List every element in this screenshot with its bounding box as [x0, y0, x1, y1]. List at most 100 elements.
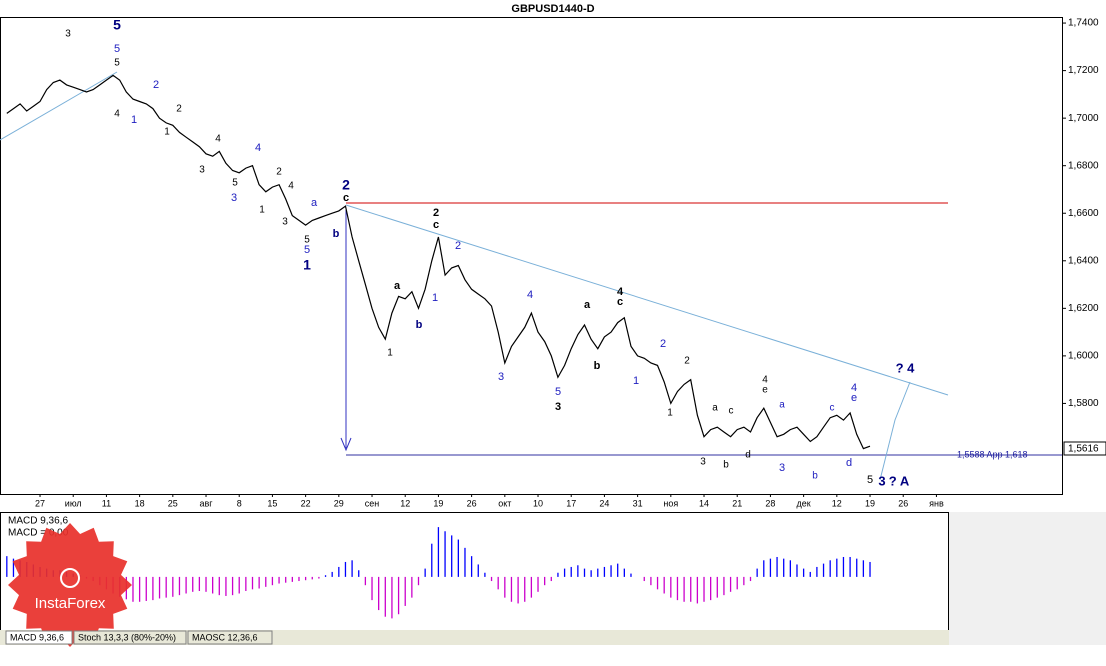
last-price-label: 1,5616	[1068, 444, 1099, 455]
price-frame	[0, 17, 1063, 495]
wave-label: 2	[176, 104, 182, 115]
wave-label: 2	[433, 207, 439, 219]
wave-label: a	[779, 400, 785, 411]
chart-title: GBPUSD1440-D	[511, 3, 594, 15]
wave-label: 3	[878, 473, 885, 488]
price-line	[6, 74, 871, 450]
wave-label: c	[343, 192, 349, 204]
y-tick-label: 1,6000	[1068, 351, 1099, 362]
projection-line	[879, 381, 911, 481]
x-tick-label: 25	[168, 498, 178, 508]
wave-label: a	[311, 197, 318, 209]
wave-label: 3	[65, 29, 71, 40]
x-tick-label: авг	[199, 498, 213, 508]
wave-label: 2	[455, 240, 461, 252]
wave-label: 5	[304, 244, 310, 256]
y-tick-label: 1,7200	[1068, 65, 1099, 76]
wave-label: d	[846, 457, 852, 469]
tab[interactable]	[73, 630, 187, 645]
wave-label: 3	[555, 401, 561, 413]
wave-label: 4	[851, 382, 857, 394]
tab-label[interactable]: MACD 9,36,6	[10, 632, 64, 642]
arrow-head	[340, 437, 352, 452]
wave-label: 2	[684, 356, 690, 367]
x-tick-label: 27	[35, 498, 45, 508]
x-tick-label: 22	[301, 498, 311, 508]
y-tick-label: 1,7400	[1068, 18, 1099, 29]
wave-label: 4	[255, 142, 261, 154]
x-tick-label: 8	[237, 498, 242, 508]
blank-area	[949, 512, 1106, 645]
wave-label: 3	[779, 462, 785, 474]
x-tick-label: 28	[765, 498, 775, 508]
x-tick-label: дек	[797, 498, 811, 508]
x-tick-label: 26	[898, 498, 908, 508]
wave-label: c	[433, 219, 439, 231]
last-price-box	[1063, 441, 1106, 456]
wave-label: 1	[259, 205, 265, 216]
x-tick-label: 19	[865, 498, 875, 508]
wave-label: 1	[633, 375, 639, 387]
y-tick-label: 1,5800	[1068, 398, 1099, 409]
y-tick-label: 1,6400	[1068, 255, 1099, 266]
x-tick-label: 12	[400, 498, 410, 508]
wave-label: 1	[303, 257, 311, 273]
wave-label: 1	[667, 408, 673, 419]
x-tick-label: 26	[467, 498, 477, 508]
wave-label: 3	[231, 192, 237, 204]
wave-label: 5	[304, 235, 310, 246]
wave-label: b	[594, 360, 601, 372]
wave-label: 2	[342, 177, 350, 193]
wave-label: c	[729, 406, 734, 417]
wave-label: 4	[114, 109, 120, 120]
wave-label: c	[617, 296, 623, 308]
wave-label: e	[851, 392, 857, 404]
tab-label[interactable]: Stoch 13,3,3 (80%-20%)	[78, 632, 176, 642]
tab[interactable]	[187, 630, 273, 645]
y-tick-label: 1,6600	[1068, 208, 1099, 219]
wave-label: 4	[617, 286, 624, 298]
wave-label: a	[712, 403, 718, 414]
wave-label: 2	[153, 79, 159, 91]
tab-label[interactable]: MAOSC 12,36,6	[192, 632, 258, 642]
wave-label: a	[584, 299, 591, 311]
wave-label: d	[745, 450, 751, 461]
wave-label: a	[394, 280, 401, 292]
x-tick-label: 21	[732, 498, 742, 508]
wave-label: 5	[232, 178, 238, 189]
wave-label: 1	[131, 114, 137, 126]
wave-label: e	[762, 385, 768, 396]
wave-label: b	[333, 228, 340, 240]
y-tick-label: 1,7000	[1068, 113, 1099, 124]
logo-icon	[60, 568, 80, 588]
x-tick-label: июл	[65, 498, 82, 508]
x-tick-label: ноя	[663, 498, 678, 508]
wave-label: 3	[282, 217, 288, 228]
wave-label: 4	[527, 289, 533, 301]
x-tick-label: 29	[334, 498, 344, 508]
wave-label: 5	[113, 17, 121, 33]
x-tick-label: 24	[599, 498, 609, 508]
wave-label: 1	[432, 292, 438, 304]
indicator-label: MACD 9,36,6	[8, 516, 68, 527]
wave-label: 5	[555, 386, 561, 398]
x-tick-label: 12	[832, 498, 842, 508]
wave-label: 3	[199, 165, 205, 176]
wave-label: 5	[114, 43, 120, 55]
logo-text: InstaForex	[35, 595, 106, 612]
wave-label: 5	[867, 474, 873, 486]
wave-label: b	[812, 471, 818, 482]
trend-line	[345, 204, 949, 396]
wave-label: 2	[276, 167, 282, 178]
wave-label: 4	[288, 181, 294, 192]
y-tick-label: 1,6800	[1068, 160, 1099, 171]
wave-label: c	[830, 403, 835, 414]
wave-label: b	[416, 319, 423, 331]
wave-label: 1	[164, 127, 170, 138]
tab[interactable]	[5, 630, 73, 645]
x-tick-label: 14	[699, 498, 709, 508]
indicator-label: MACD = 0,00	[8, 528, 69, 539]
trend-line	[0, 71, 118, 141]
x-tick-label: 19	[433, 498, 443, 508]
